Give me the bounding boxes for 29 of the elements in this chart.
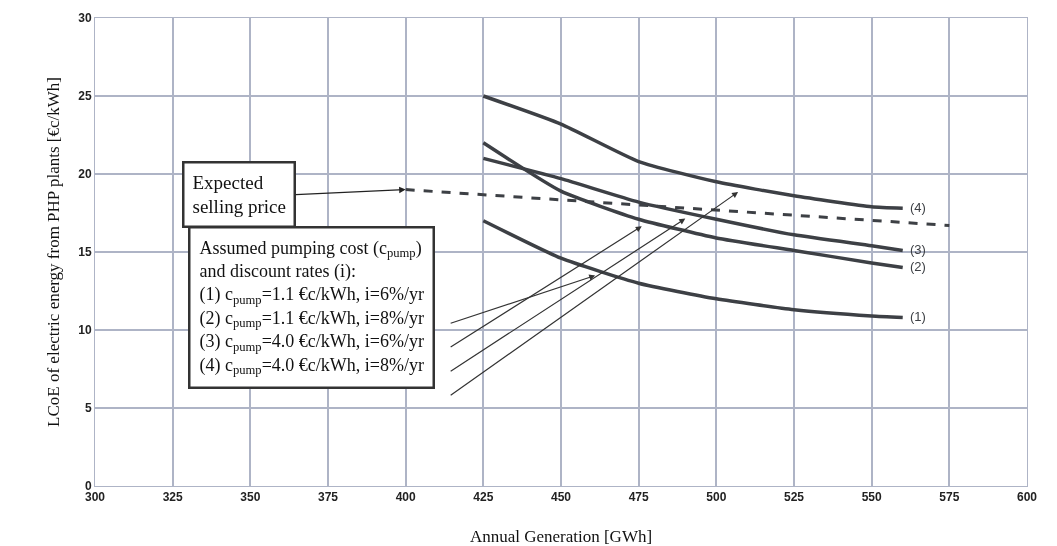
series-label: (1) [902, 308, 926, 324]
x-tick-label: 600 [1016, 490, 1038, 505]
x-tick-label: 350 [240, 490, 261, 505]
x-tick-label: 450 [550, 490, 572, 505]
x-tick-label: 425 [473, 490, 494, 505]
y-tick-label: 15 [78, 245, 92, 260]
series-label: (2) [902, 258, 926, 274]
x-tick-label: 475 [628, 490, 649, 505]
line-series [481, 219, 905, 320]
x-tick-label: 325 [162, 490, 183, 505]
y-tick-label: 5 [84, 401, 92, 416]
x-tick-label: 575 [939, 490, 960, 505]
line-series [481, 94, 905, 211]
y-tick-label: 10 [78, 323, 92, 338]
x-tick-label: 525 [783, 490, 805, 505]
y-axis-title: LCoE of electric energy from PHP plants [€c/kWh] [43, 77, 63, 427]
y-tick-label: 20 [78, 167, 92, 182]
annotation: Expected selling price [192, 171, 286, 218]
x-tick-label: 375 [317, 490, 339, 505]
y-tick-label: 25 [78, 89, 92, 104]
series-label: (3) [902, 241, 926, 257]
x-tick-label: 500 [706, 490, 727, 505]
x-axis-title: Annual Generation [GWh] [469, 527, 653, 546]
x-tick-label: 300 [84, 490, 106, 505]
y-tick-label: 30 [78, 11, 92, 26]
x-tick-label: 550 [861, 490, 882, 505]
text: Assumed pumping cost (c$_{pump}$) and discount rates (i): (1) c$_{pump}$=1.1 €c/kWh, i=6%/yr (2) c$_{pump}$=1.1 €c/kWh, i=8%/yr (3) c$_{pump}$=4.0 €c/kWh, i=6%/yr (4) c$_{pump}$=4.0 €c/kWh, i=8%/yr [199, 237, 424, 378]
series-label: (4) [902, 199, 926, 215]
x-tick-label: 400 [395, 490, 416, 505]
